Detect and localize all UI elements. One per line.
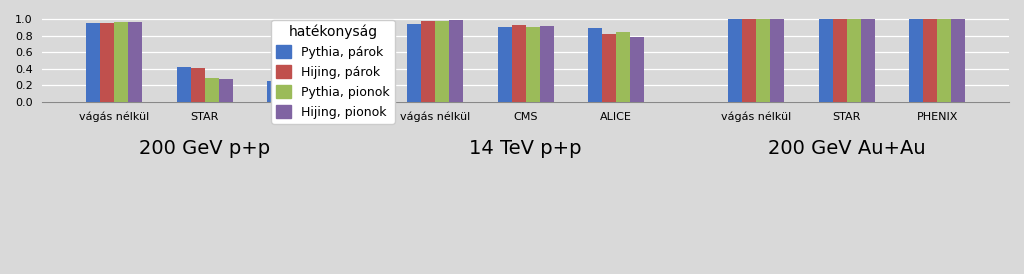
Bar [512, 25, 525, 102]
Bar [770, 19, 784, 102]
Bar [190, 68, 205, 102]
Bar [860, 19, 874, 102]
Bar [450, 19, 463, 102]
Text: 200 GeV p+p: 200 GeV p+p [139, 139, 270, 158]
Bar [86, 23, 100, 102]
Bar [540, 26, 554, 102]
Bar [630, 37, 644, 102]
Bar [309, 96, 324, 102]
Bar [435, 21, 450, 102]
Bar [588, 28, 602, 102]
Bar [498, 27, 512, 102]
Bar [219, 79, 232, 102]
Bar [833, 19, 847, 102]
Bar [177, 67, 190, 102]
Bar [115, 22, 128, 102]
Bar [128, 22, 142, 102]
Bar [937, 19, 951, 102]
Bar [421, 21, 435, 102]
Bar [818, 19, 833, 102]
Bar [525, 27, 540, 102]
Bar [408, 24, 421, 102]
Bar [728, 19, 742, 102]
Bar [295, 94, 309, 102]
Bar [923, 19, 937, 102]
Bar [756, 19, 770, 102]
Bar [100, 23, 115, 102]
Bar [909, 19, 923, 102]
Text: 200 GeV Au+Au: 200 GeV Au+Au [768, 139, 926, 158]
Text: 14 TeV p+p: 14 TeV p+p [469, 139, 582, 158]
Bar [847, 19, 860, 102]
Bar [205, 78, 219, 102]
Bar [616, 32, 630, 102]
Legend: Pythia, párok, Hijing, párok, Pythia, pionok, Hijing, pionok: Pythia, párok, Hijing, párok, Pythia, pi… [271, 19, 394, 124]
Bar [267, 81, 282, 102]
Bar [282, 87, 295, 102]
Bar [602, 35, 616, 102]
Bar [951, 19, 965, 102]
Bar [742, 19, 756, 102]
